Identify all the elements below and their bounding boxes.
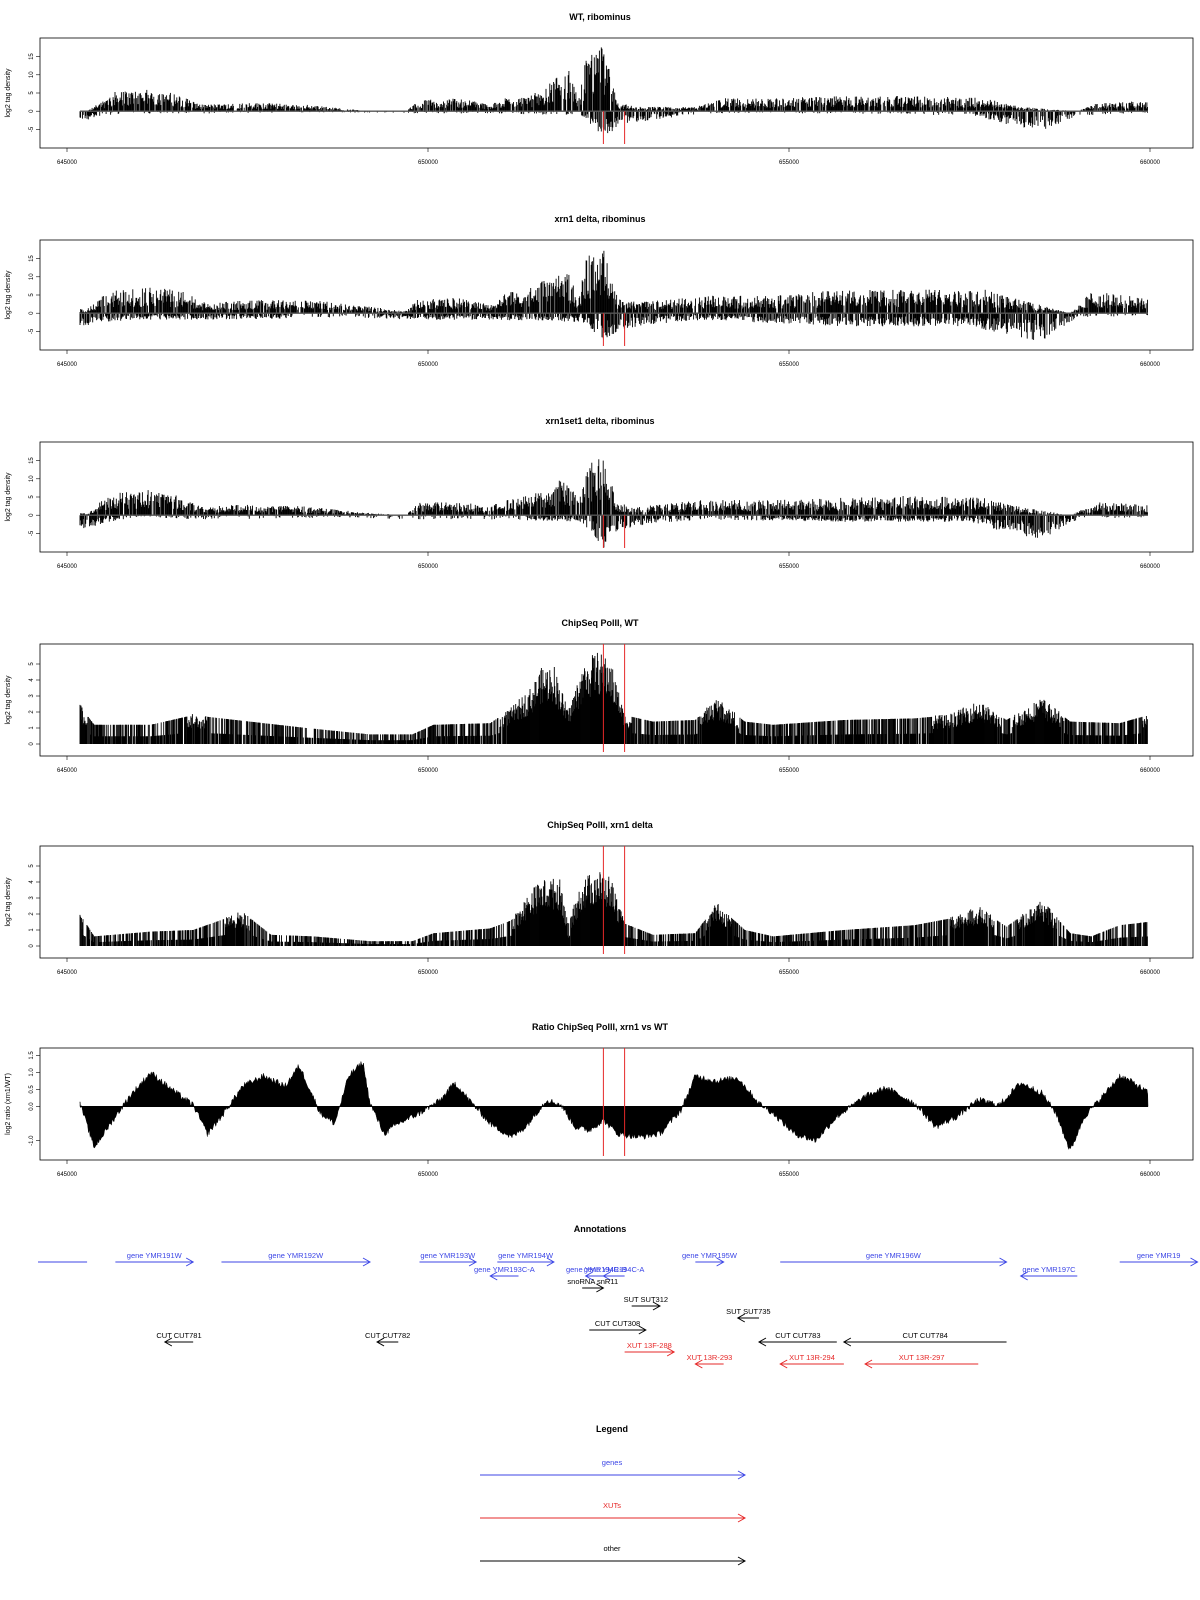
y-tick-label: 5 bbox=[29, 91, 35, 95]
y-tick-label: 15 bbox=[29, 53, 35, 60]
y-tick-label: 0 bbox=[29, 311, 35, 315]
panel-title: xrn1 delta, ribominus bbox=[554, 214, 645, 224]
x-tick-label: 655000 bbox=[779, 160, 800, 166]
y-tick-label: 0 bbox=[29, 109, 35, 113]
x-tick-label: 645000 bbox=[57, 564, 78, 570]
data-bars bbox=[79, 459, 1148, 548]
y-tick-label: -5 bbox=[29, 328, 35, 334]
x-tick-label: 650000 bbox=[418, 564, 439, 570]
x-tick-label: 660000 bbox=[1140, 160, 1161, 166]
y-tick-label: 10 bbox=[29, 475, 35, 482]
y-tick-label: 15 bbox=[29, 255, 35, 262]
y-axis-label: log2 tag density bbox=[5, 472, 12, 522]
x-tick-label: 655000 bbox=[779, 564, 800, 570]
x-tick-label: 650000 bbox=[418, 160, 439, 166]
panel-title: WT, ribominus bbox=[569, 12, 631, 22]
panel-3: xrn1set1 delta, ribominus log2 tag densit… bbox=[5, 416, 1194, 570]
x-tick-label: 660000 bbox=[1140, 564, 1161, 570]
plot-frame bbox=[39, 441, 1194, 553]
y-tick-label: 10 bbox=[29, 273, 35, 280]
y-tick-label: 5 bbox=[29, 495, 35, 499]
x-tick-label: 660000 bbox=[1140, 362, 1161, 368]
y-tick-label: 15 bbox=[29, 457, 35, 464]
y-axis-label: log2 tag density bbox=[5, 68, 12, 118]
x-tick-label: 650000 bbox=[418, 362, 439, 368]
y-axis-label: log2 tag density bbox=[5, 270, 12, 320]
y-tick-label: -5 bbox=[29, 126, 35, 132]
x-tick-label: 645000 bbox=[57, 160, 78, 166]
x-tick-label: 655000 bbox=[779, 362, 800, 368]
y-tick-label: 5 bbox=[29, 293, 35, 297]
x-tick-label: 645000 bbox=[57, 362, 78, 368]
panel-title: xrn1set1 delta, ribominus bbox=[545, 416, 654, 426]
data-bars bbox=[79, 47, 1148, 134]
data-bars bbox=[79, 250, 1148, 340]
panel-1: WT, ribominus log2 tag density -5 0 5 10 15 645… bbox=[5, 12, 1194, 166]
plot-frame bbox=[39, 37, 1194, 149]
y-tick-label: -5 bbox=[29, 530, 35, 536]
y-tick-label: 10 bbox=[29, 71, 35, 78]
y-tick-label: 0 bbox=[29, 513, 35, 517]
panel-2: xrn1 delta, ribominus log2 tag density -5 0… bbox=[5, 214, 1194, 368]
